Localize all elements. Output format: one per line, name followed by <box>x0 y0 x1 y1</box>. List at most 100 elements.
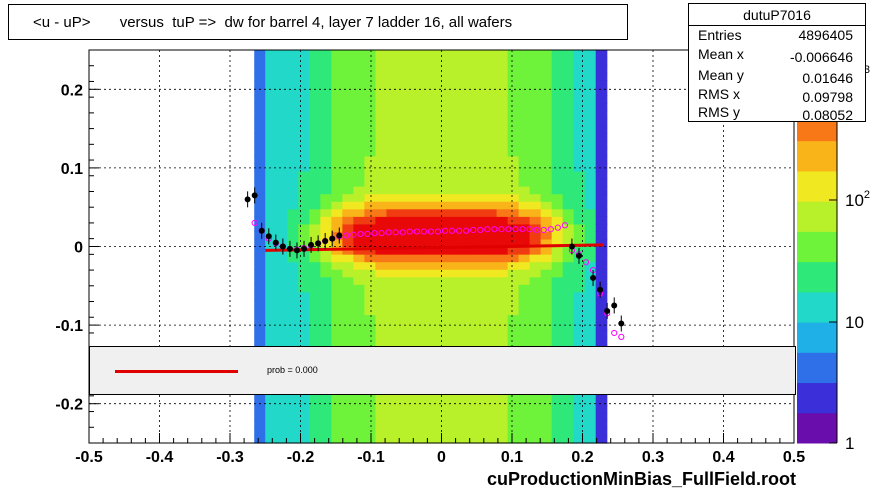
heatmap-cell <box>441 254 454 263</box>
heatmap-cell <box>474 178 487 187</box>
heatmap-cell <box>364 95 377 104</box>
heatmap-cell <box>562 420 575 429</box>
heatmap-cell <box>342 427 354 437</box>
heatmap-cell <box>397 193 410 202</box>
heatmap-cell <box>518 80 531 89</box>
heatmap-cell <box>309 261 321 270</box>
heatmap-cell <box>496 427 509 437</box>
heatmap-cell <box>496 254 509 263</box>
heatmap-cell <box>529 72 542 81</box>
heatmap-cell <box>386 87 399 96</box>
heatmap-cell <box>375 284 388 293</box>
heatmap-cell <box>265 170 277 180</box>
heatmap-cell <box>298 314 310 323</box>
open-marker <box>427 228 435 235</box>
heatmap-cell <box>474 427 487 437</box>
heatmap-cell <box>320 87 332 96</box>
heatmap-cell <box>342 163 354 172</box>
heatmap-cell <box>430 337 443 346</box>
heatmap-cell <box>584 420 597 429</box>
heatmap-cell <box>540 155 553 164</box>
heatmap-cell <box>474 322 487 331</box>
heatmap-cell <box>529 170 542 180</box>
heatmap-cell <box>474 50 487 59</box>
heatmap-cell <box>562 427 575 437</box>
heatmap-cell <box>331 186 343 195</box>
heatmap-cell <box>386 110 399 119</box>
heatmap-cell <box>342 72 354 81</box>
heatmap-cell <box>331 397 343 406</box>
heatmap-cell <box>573 276 586 285</box>
heatmap-cell <box>584 163 597 172</box>
heatmap-cell <box>474 269 487 278</box>
heatmap-cell <box>518 284 531 293</box>
heatmap-cell <box>353 397 365 406</box>
heatmap-cell <box>265 133 277 142</box>
heatmap-cell <box>320 80 332 89</box>
heatmap-cell <box>375 261 388 270</box>
heatmap-cell <box>265 163 277 172</box>
heatmap-cell <box>353 291 365 301</box>
heatmap-cell <box>452 261 465 270</box>
heatmap-cell <box>397 405 410 414</box>
heatmap-cell <box>419 102 432 112</box>
heatmap-cell <box>562 110 575 119</box>
heatmap-cell <box>562 246 575 255</box>
heatmap-cell <box>397 427 410 437</box>
heatmap-cell <box>474 435 487 444</box>
heatmap-cell <box>419 314 432 323</box>
heatmap-cell <box>364 186 377 195</box>
heatmap-cell <box>529 299 542 308</box>
heatmap-cell <box>584 435 597 444</box>
heatmap-cell <box>364 201 377 210</box>
x-tick-label: -0.5 <box>75 449 103 466</box>
stat-label-entries: Entries <box>698 27 742 43</box>
heatmap-cell <box>331 435 343 444</box>
heatmap-cell <box>309 420 321 429</box>
heatmap-cell <box>331 110 343 119</box>
heatmap-cell <box>507 110 520 119</box>
heatmap-cell <box>518 170 531 180</box>
heatmap-cell <box>496 80 509 89</box>
heatmap-cell <box>397 80 410 89</box>
heatmap-cell <box>254 276 266 285</box>
heatmap-cell <box>397 186 410 195</box>
colorbar-swatch <box>797 322 837 333</box>
profile-point <box>244 196 251 203</box>
heatmap-cell <box>540 65 553 74</box>
heatmap-cell <box>320 299 332 308</box>
heatmap-cell <box>463 193 476 202</box>
heatmap-cell <box>386 314 399 323</box>
heatmap-cell <box>309 405 321 414</box>
heatmap-cell <box>452 65 465 74</box>
heatmap-cell <box>463 87 476 96</box>
heatmap-cell <box>320 223 332 232</box>
heatmap-cell <box>441 65 454 74</box>
heatmap-cell <box>320 322 332 331</box>
heatmap-cell <box>507 125 520 134</box>
x-tick-label: -0.4 <box>146 449 174 466</box>
heatmap-cell <box>254 80 266 89</box>
heatmap-cell <box>331 405 343 414</box>
heatmap-cell <box>419 186 432 195</box>
heatmap-cell <box>507 65 520 74</box>
heatmap-cell <box>551 118 564 127</box>
heatmap-cell <box>474 163 487 172</box>
heatmap-cell <box>507 148 520 157</box>
open-marker <box>385 229 392 236</box>
heatmap-cell <box>419 163 432 172</box>
open-marker <box>420 228 427 235</box>
heatmap-cell <box>463 412 476 421</box>
heatmap-cell <box>562 72 575 81</box>
heatmap-cell <box>441 231 454 240</box>
heatmap-cell <box>408 102 421 112</box>
heatmap-cell <box>386 95 399 104</box>
heatmap-cell <box>419 276 432 285</box>
heatmap-cell <box>364 163 377 172</box>
heatmap-cell <box>562 193 575 202</box>
heatmap-cell <box>287 118 299 127</box>
heatmap-cell <box>430 420 443 429</box>
heatmap-cell <box>430 435 443 444</box>
heatmap-cell <box>507 397 520 406</box>
heatmap-cell <box>419 50 432 59</box>
